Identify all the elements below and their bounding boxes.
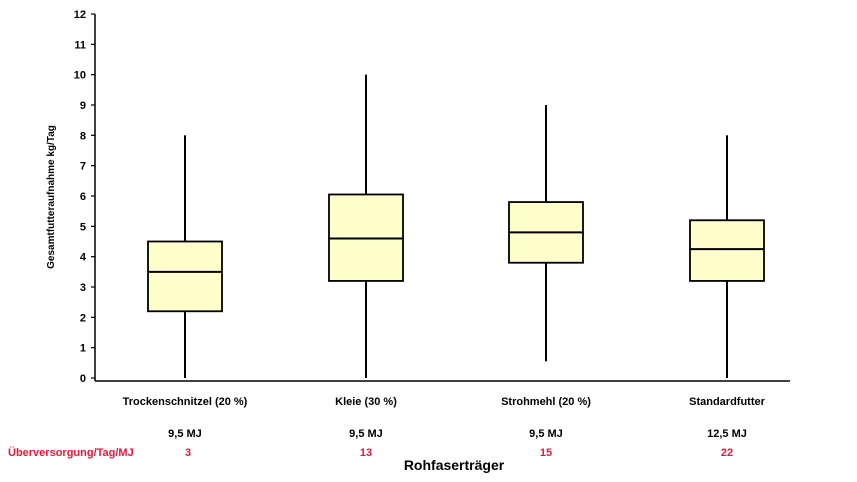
energy-label: 12,5 MJ [707, 428, 747, 440]
category-label: Standardfutter [689, 396, 766, 408]
y-tick-label: 0 [80, 373, 86, 385]
x-axis-title: Rohfaserträger [404, 457, 505, 473]
oversupply-value: 15 [540, 447, 552, 459]
oversupply-label: Überversorgung/Tag/MJ [8, 446, 134, 459]
category-labels: Trockenschnitzel (20 %) Kleie (30 %) Stroh… [123, 396, 766, 408]
box-item [328, 74, 404, 378]
box-series [147, 74, 765, 378]
y-tick-label: 7 [80, 161, 86, 173]
y-tick-label: 8 [80, 130, 86, 142]
box-iqr [689, 219, 765, 282]
oversupply-row: Überversorgung/Tag/MJ 3 13 15 22 [8, 446, 733, 459]
energy-labels: 9,5 MJ 9,5 MJ 9,5 MJ 12,5 MJ [168, 428, 747, 440]
y-tick-label: 2 [80, 312, 86, 324]
category-label: Kleie (30 %) [335, 396, 397, 408]
y-tick-label: 9 [80, 100, 86, 112]
y-tick-label: 5 [80, 221, 86, 233]
box-item [147, 135, 223, 378]
energy-label: 9,5 MJ [349, 428, 383, 440]
y-tick-label: 11 [74, 39, 86, 51]
box-item [508, 105, 584, 362]
oversupply-value: 22 [721, 447, 733, 459]
category-label: Strohmehl (20 %) [501, 396, 591, 408]
y-tick-label: 6 [80, 191, 86, 203]
category-label: Trockenschnitzel (20 %) [123, 396, 248, 408]
oversupply-value: 3 [185, 447, 191, 459]
y-tick-label: 1 [80, 343, 86, 355]
y-tick-label: 3 [80, 282, 86, 294]
box-iqr [147, 240, 223, 313]
y-tick-label: 4 [80, 252, 87, 264]
box-item [689, 135, 765, 378]
y-tick-label: 12 [74, 9, 86, 21]
energy-label: 9,5 MJ [168, 428, 202, 440]
energy-label: 9,5 MJ [529, 428, 563, 440]
y-axis-title: Gesamtfutteraufnahme kg/Tag [46, 125, 57, 269]
y-tick-label: 10 [74, 70, 86, 82]
oversupply-value: 13 [360, 447, 372, 459]
